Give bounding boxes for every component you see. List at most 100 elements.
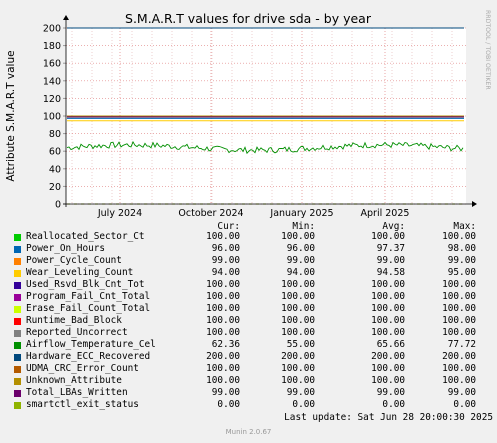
legend-swatch [14, 258, 21, 265]
y-tick-label: 100 [43, 112, 61, 123]
y-tick-label: 40 [49, 164, 61, 175]
legend-value-cur: 100.00 [206, 231, 240, 242]
legend-value-cur: 100.00 [206, 291, 240, 302]
y-tick-label: 20 [49, 182, 61, 193]
legend-value-min: 100.00 [281, 231, 315, 242]
legend-value-min: 100.00 [281, 375, 315, 386]
legend-swatch [14, 270, 21, 277]
legend-swatch [14, 366, 21, 373]
y-tick-label: 200 [43, 24, 61, 35]
series-line-airflow-temperature-cel [66, 140, 464, 155]
y-tick-label: 0 [55, 200, 61, 211]
legend-value-avg: 100.00 [371, 363, 405, 374]
legend-value-min: 100.00 [281, 327, 315, 338]
legend-row: Power_Cycle_Count 99.00 99.00 99.00 99.00 [0, 255, 497, 267]
legend-series-name: Power_On_Hours [26, 243, 106, 254]
legend-series-name: Total_LBAs_Written [26, 387, 128, 398]
legend-row: Unknown_Attribute 100.00 100.00 100.00 100.0… [0, 375, 497, 387]
legend-series-name: Used_Rsvd_Blk_Cnt_Tot [26, 279, 145, 290]
legend-value-avg: 100.00 [371, 303, 405, 314]
legend-swatch [14, 390, 21, 397]
legend-value-avg: 0.00 [382, 399, 405, 410]
y-axis-arrow [63, 15, 69, 20]
legend-value-min: 100.00 [281, 363, 315, 374]
legend-series-name: Reported_Uncorrect [26, 327, 128, 338]
legend-value-max: 200.00 [442, 351, 476, 362]
legend-value-max: 100.00 [442, 375, 476, 386]
legend-swatch [14, 330, 21, 337]
legend-series-name: Unknown_Attribute [26, 375, 122, 386]
legend-series-name: Power_Cycle_Count [26, 255, 122, 266]
legend-series-name: smartctl_exit_status [26, 399, 139, 410]
legend-value-avg: 100.00 [371, 279, 405, 290]
legend-swatch [14, 294, 21, 301]
legend-value-avg: 100.00 [371, 327, 405, 338]
legend-value-max: 95.00 [447, 267, 476, 278]
y-tick-label: 80 [49, 129, 61, 140]
legend-series-name: Runtime_Bad_Block [26, 315, 122, 326]
legend-series-name: Program_Fail_Cnt_Total [26, 291, 151, 302]
legend-header-avg: Avg: [382, 221, 405, 232]
chart-title: S.M.A.R.T values for drive sda - by year [125, 11, 372, 26]
legend-value-avg: 65.66 [376, 339, 405, 350]
legend-swatch [14, 342, 21, 349]
legend-series-name: Reallocated_Sector_Ct [26, 231, 145, 242]
legend-row: Erase_Fail_Count_Total 100.00 100.00 100.00… [0, 303, 497, 315]
legend-header-cur: Cur: [217, 221, 240, 232]
legend-value-cur: 100.00 [206, 363, 240, 374]
legend-value-min: 99.00 [286, 387, 315, 398]
legend-value-min: 100.00 [281, 291, 315, 302]
legend-swatch [14, 246, 21, 253]
legend-value-min: 0.00 [292, 399, 315, 410]
legend-value-cur: 0.00 [217, 399, 240, 410]
y-tick-label: 60 [49, 147, 61, 158]
legend-row: Runtime_Bad_Block 100.00 100.00 100.00 100.0… [0, 315, 497, 327]
legend-value-max: 100.00 [442, 363, 476, 374]
chart: S.M.A.R.T values for drive sda - by year… [5, 10, 491, 219]
legend-value-avg: 100.00 [371, 231, 405, 242]
legend-value-min: 99.00 [286, 255, 315, 266]
legend-value-min: 55.00 [286, 339, 315, 350]
y-tick-label: 120 [43, 94, 61, 105]
x-axis-arrow [472, 201, 477, 207]
legend-value-cur: 94.00 [211, 267, 240, 278]
legend-value-avg: 100.00 [371, 291, 405, 302]
legend-value-avg: 200.00 [371, 351, 405, 362]
legend-value-cur: 100.00 [206, 303, 240, 314]
legend-swatch [14, 354, 21, 361]
legend-series-name: Erase_Fail_Count_Total [26, 303, 151, 314]
legend-value-max: 100.00 [442, 303, 476, 314]
legend-swatch [14, 318, 21, 325]
legend-value-min: 200.00 [281, 351, 315, 362]
legend-value-avg: 97.37 [376, 243, 405, 254]
legend-value-max: 100.00 [442, 327, 476, 338]
legend-row: Power_On_Hours 96.00 96.00 97.37 98.00 [0, 243, 497, 255]
x-tick-label: April 2025 [361, 208, 410, 219]
legend-value-max: 100.00 [442, 279, 476, 290]
legend-value-max: 100.00 [442, 291, 476, 302]
legend-value-avg: 99.00 [376, 387, 405, 398]
legend-value-cur: 100.00 [206, 327, 240, 338]
legend-value-max: 77.72 [447, 339, 476, 350]
legend-value-avg: 99.00 [376, 255, 405, 266]
y-tick-label: 180 [43, 41, 61, 52]
legend-value-avg: 100.00 [371, 375, 405, 386]
legend-row: Hardware_ECC_Recovered 200.00 200.00 200.00… [0, 351, 497, 363]
legend-series-name: Wear_Leveling_Count [26, 267, 134, 278]
legend-value-cur: 100.00 [206, 279, 240, 290]
legend-value-max: 100.00 [442, 231, 476, 242]
legend-value-max: 100.00 [442, 315, 476, 326]
legend-row: Reallocated_Sector_Ct 100.00 100.00 100.00 1… [0, 231, 497, 243]
legend-header-max: Max: [453, 221, 476, 232]
legend-value-cur: 100.00 [206, 375, 240, 386]
legend-value-min: 100.00 [281, 315, 315, 326]
legend-row: Wear_Leveling_Count 94.00 94.00 94.58 95.00 [0, 267, 497, 279]
legend-swatch [14, 306, 21, 313]
legend-value-cur: 96.00 [211, 243, 240, 254]
x-tick-label: October 2024 [178, 208, 243, 219]
legend-value-cur: 62.36 [211, 339, 240, 350]
legend-header-min: Min: [292, 221, 315, 232]
last-update: Last update: Sat Jun 28 20:00:30 2025 [284, 412, 493, 423]
legend-row: Reported_Uncorrect 100.00 100.00 100.00 100.… [0, 327, 497, 339]
legend-row: UDMA_CRC_Error_Count 100.00 100.00 100.00 10… [0, 363, 497, 375]
